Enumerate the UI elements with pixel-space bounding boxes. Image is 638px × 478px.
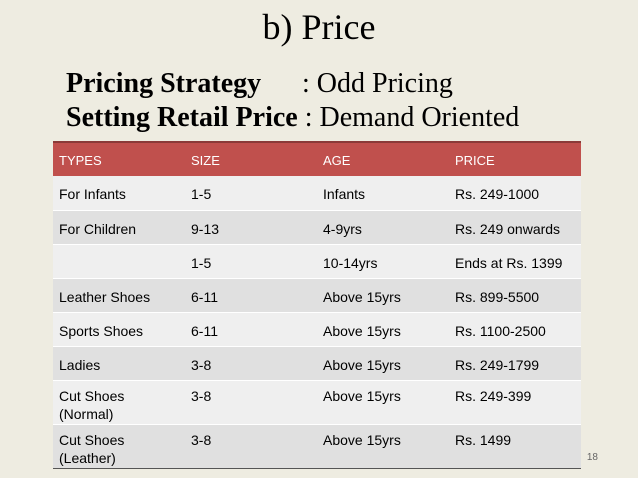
cell-age: 10-14yrs (323, 254, 378, 271)
header-size: SIZE (191, 153, 220, 168)
table-row: Ladies 3-8 Above 15yrs Rs. 249-1799 (53, 346, 581, 380)
cell-price: Rs. 249-1799 (455, 356, 540, 373)
pricing-table: TYPES SIZE AGE PRICE For Infants 1-5 Inf… (53, 141, 581, 469)
cell-size: 6-11 (191, 322, 218, 339)
header-types: TYPES (59, 153, 102, 168)
cell-size: 9-13 (191, 220, 220, 237)
cell-type: Ladies (59, 356, 101, 373)
cell-size: 3-8 (191, 387, 212, 404)
cell-age: Above 15yrs (323, 288, 401, 305)
table-row: 1-5 10-14yrs Ends at Rs. 1399 (53, 244, 581, 278)
cell-price: Rs. 249-399 (455, 387, 532, 404)
cell-type: Leather Shoes (59, 288, 151, 305)
cell-price: Rs. 899-5500 (455, 288, 540, 305)
table-row: Leather Shoes 6-11 Above 15yrs Rs. 899-5… (53, 278, 581, 312)
retail-price-value: : Demand Oriented (304, 102, 520, 133)
pricing-strategy-value: : Odd Pricing (302, 68, 453, 99)
cell-price: Rs. 249 onwards (455, 220, 561, 237)
header-age: AGE (323, 153, 351, 168)
cell-age: Above 15yrs (323, 356, 401, 373)
retail-price-label: Setting Retail Price (66, 102, 298, 133)
cell-price: Rs. 1100-2500 (455, 322, 546, 339)
cell-size: 3-8 (191, 356, 212, 373)
table-row: For Children 9-13 4-9yrs Rs. 249 onwards (53, 210, 581, 244)
table-row: Sports Shoes 6-11 Above 15yrs Rs. 1100-2… (53, 312, 581, 346)
cell-age: Infants (323, 186, 366, 202)
pricing-strategy-line: Pricing Strategy : Odd Pricing (66, 68, 453, 100)
cell-type: Cut Shoes (Normal) (59, 387, 125, 422)
cell-age: Above 15yrs (323, 387, 401, 404)
slide-title: b) Price (262, 7, 376, 47)
cell-price: Rs. 249-1000 (455, 186, 540, 202)
cell-type: Cut Shoes (Leather) (59, 431, 125, 466)
table-header-row: TYPES SIZE AGE PRICE (53, 142, 581, 176)
cell-type: For Infants (59, 186, 126, 202)
cell-age: Above 15yrs (323, 431, 401, 448)
table-row: Cut Shoes (Normal) 3-8 Above 15yrs Rs. 2… (53, 380, 581, 424)
cell-size: 1-5 (191, 186, 212, 202)
retail-price-line: Setting Retail Price : Demand Oriented (66, 102, 519, 134)
cell-size: 3-8 (191, 431, 212, 448)
cell-price: Ends at Rs. 1399 (455, 254, 563, 271)
cell-type: Sports Shoes (59, 322, 144, 339)
cell-age: Above 15yrs (323, 322, 401, 339)
table-row: For Infants 1-5 Infants Rs. 249-1000 (53, 176, 581, 210)
cell-type (53, 244, 185, 278)
cell-age: 4-9yrs (323, 220, 362, 237)
cell-price: Rs. 1499 (455, 431, 512, 448)
cell-size: 6-11 (191, 288, 218, 305)
cell-type: For Children (59, 220, 137, 237)
pricing-strategy-label: Pricing Strategy (66, 68, 262, 99)
header-price: PRICE (455, 153, 495, 168)
table-row: Cut Shoes (Leather) 3-8 Above 15yrs Rs. … (53, 424, 581, 468)
cell-size: 1-5 (191, 254, 212, 271)
page-number: 18 (586, 452, 598, 463)
